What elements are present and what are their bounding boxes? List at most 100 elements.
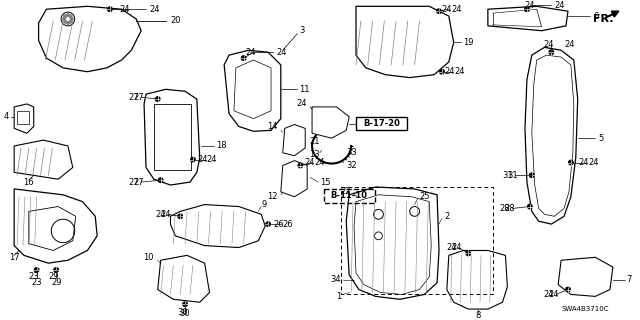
Circle shape: [70, 18, 73, 20]
Text: 29: 29: [51, 278, 61, 287]
Text: 24: 24: [297, 100, 307, 108]
Text: 24: 24: [276, 48, 287, 57]
Text: 5: 5: [598, 134, 604, 143]
Text: 8: 8: [476, 311, 481, 320]
Text: 24: 24: [524, 1, 535, 10]
Text: 24: 24: [543, 40, 554, 49]
Circle shape: [440, 69, 444, 74]
Text: 30: 30: [180, 309, 191, 318]
Text: 23: 23: [31, 278, 42, 287]
Bar: [356, 117, 407, 130]
Bar: [17, 111, 29, 124]
Text: 24: 24: [452, 5, 462, 14]
Text: 24: 24: [578, 158, 588, 167]
Text: 24: 24: [588, 158, 599, 167]
Text: 27: 27: [134, 92, 144, 102]
Text: SWA4B3710C: SWA4B3710C: [562, 306, 609, 312]
Text: 17: 17: [10, 253, 20, 262]
Text: 11: 11: [300, 85, 310, 94]
Text: 2: 2: [444, 212, 449, 221]
Text: 12: 12: [268, 192, 278, 201]
Text: 33: 33: [346, 148, 357, 157]
Text: 22: 22: [340, 188, 351, 196]
Text: 26: 26: [283, 220, 293, 228]
Text: FR.: FR.: [593, 14, 613, 24]
Text: 24: 24: [451, 243, 461, 252]
Circle shape: [108, 7, 113, 12]
Text: 27: 27: [129, 178, 139, 187]
Text: 30: 30: [177, 308, 188, 316]
Text: 28: 28: [500, 204, 510, 213]
Circle shape: [529, 173, 534, 178]
Text: 16: 16: [24, 178, 34, 187]
Text: 34: 34: [331, 275, 341, 284]
Circle shape: [549, 50, 554, 55]
Text: 31: 31: [508, 171, 518, 180]
Circle shape: [241, 56, 246, 60]
Circle shape: [566, 287, 570, 292]
Text: 7: 7: [627, 275, 632, 284]
Text: 15: 15: [320, 178, 330, 187]
Circle shape: [34, 268, 39, 272]
Text: 10: 10: [143, 253, 154, 262]
Text: 6: 6: [593, 12, 598, 20]
Text: 27: 27: [134, 178, 144, 187]
Text: 24: 24: [554, 1, 564, 10]
Text: 9: 9: [261, 200, 266, 209]
Text: 24: 24: [246, 48, 257, 57]
Circle shape: [182, 302, 188, 307]
Text: 29: 29: [48, 272, 58, 281]
Circle shape: [156, 97, 160, 101]
Circle shape: [63, 18, 65, 20]
Text: 24: 24: [446, 243, 456, 252]
Bar: [154, 104, 191, 170]
Text: 24: 24: [207, 155, 217, 164]
Text: 28: 28: [504, 204, 515, 213]
Circle shape: [466, 251, 471, 256]
Text: 24: 24: [314, 158, 324, 167]
Circle shape: [69, 15, 72, 18]
Text: 24: 24: [564, 40, 575, 49]
Text: 24: 24: [441, 5, 452, 14]
Text: 21: 21: [309, 137, 320, 146]
Text: B-11-10: B-11-10: [331, 191, 367, 200]
Text: 25: 25: [419, 192, 430, 201]
Circle shape: [191, 157, 195, 162]
Circle shape: [374, 232, 382, 240]
Text: 24: 24: [305, 158, 315, 167]
Circle shape: [63, 15, 67, 18]
Circle shape: [410, 206, 419, 216]
Text: 20: 20: [170, 16, 181, 26]
Text: 32: 32: [346, 161, 357, 170]
Text: 18: 18: [216, 141, 227, 150]
Circle shape: [67, 14, 69, 17]
Circle shape: [525, 7, 529, 12]
Text: 14: 14: [268, 122, 278, 131]
Circle shape: [54, 268, 59, 272]
Circle shape: [51, 219, 75, 243]
Circle shape: [374, 210, 383, 219]
Text: 24: 24: [160, 210, 170, 219]
Text: 23: 23: [28, 272, 39, 281]
Circle shape: [527, 204, 532, 209]
Bar: [324, 189, 374, 203]
Circle shape: [436, 9, 442, 14]
Circle shape: [158, 178, 163, 183]
Text: 4: 4: [4, 112, 10, 121]
Text: 24: 24: [444, 67, 454, 76]
Text: 24: 24: [155, 210, 166, 219]
Circle shape: [67, 21, 69, 24]
Text: 24: 24: [454, 67, 465, 76]
Text: 13: 13: [309, 150, 320, 159]
Text: 19: 19: [463, 38, 474, 47]
Text: 1: 1: [336, 292, 341, 301]
Text: B-17-20: B-17-20: [363, 119, 400, 128]
Text: 24: 24: [548, 290, 559, 299]
Text: 24: 24: [544, 290, 554, 299]
Text: 24: 24: [197, 155, 207, 164]
Circle shape: [298, 163, 303, 168]
Text: 3: 3: [300, 26, 305, 35]
Circle shape: [568, 160, 573, 165]
Circle shape: [63, 20, 67, 23]
Text: 24: 24: [149, 5, 159, 14]
